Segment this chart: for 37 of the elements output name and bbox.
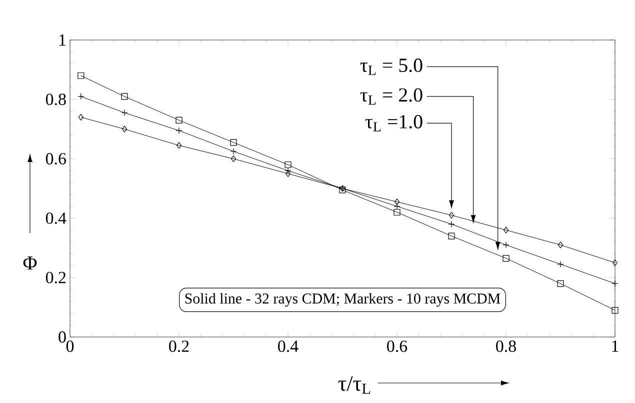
point <box>122 126 128 132</box>
x-tick-label: 0.8 <box>496 340 516 352</box>
point <box>502 254 510 262</box>
x-tick-label: 1 <box>612 340 618 352</box>
point <box>394 198 400 206</box>
y-axis-title: Φ <box>23 256 37 270</box>
point <box>78 114 84 121</box>
x-tick-label: 0 <box>66 340 74 352</box>
x-tick-label: 0.4 <box>278 340 298 352</box>
y-tick-label: 0.6 <box>46 153 66 165</box>
y-tick-label: 0.2 <box>46 272 66 284</box>
annotation: τ$_{L}$ = 2.0 <box>360 88 422 105</box>
y-tick-label: 0.8 <box>46 94 66 106</box>
y-tick-label: 0 <box>58 331 66 343</box>
point <box>612 259 618 266</box>
annotation: τ$_{L}$ = 5.0 <box>360 58 422 75</box>
x-axis-title: τ/τ$_{L}$ <box>338 376 370 394</box>
x-tick-label: 0.6 <box>387 340 408 352</box>
point <box>448 212 454 219</box>
point <box>176 142 182 149</box>
y-tick-label: 1 <box>60 34 66 46</box>
point <box>612 306 618 314</box>
point <box>558 242 564 248</box>
x-tick-label: 0.2 <box>169 340 189 352</box>
point <box>121 93 128 100</box>
point <box>448 232 455 240</box>
point <box>78 72 84 79</box>
point <box>176 116 182 124</box>
point <box>394 208 400 216</box>
point <box>230 139 237 146</box>
point <box>284 161 292 168</box>
y-tick-label: 0.4 <box>46 212 66 224</box>
point <box>285 170 291 177</box>
annotation: τ$_{L}$ =1.0 <box>365 114 422 132</box>
annotation: Solid line - 32 rays CDM; Markers - 10 rays MCDM <box>185 293 500 307</box>
point <box>503 226 509 234</box>
point <box>557 280 564 287</box>
